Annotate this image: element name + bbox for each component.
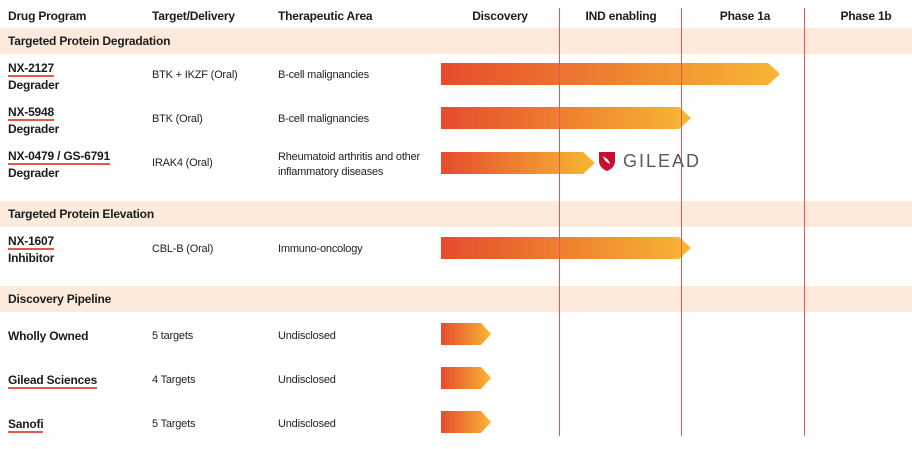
program-type: Inhibitor xyxy=(8,251,55,265)
program-area: Undisclosed xyxy=(278,330,336,342)
stage-divider-phase-1b xyxy=(804,8,805,436)
program-targets: 5 Targets xyxy=(152,418,196,430)
section-label: Discovery Pipeline xyxy=(8,292,112,306)
section-label: Targeted Protein Elevation xyxy=(8,207,154,221)
program-name: Sanofi xyxy=(8,417,44,433)
discovery-row: Wholly Owned 5 targets Undisclosed xyxy=(0,328,912,350)
gilead-logo: GILEAD xyxy=(598,150,701,172)
program-target: CBL-B (Oral) xyxy=(152,243,214,255)
program-name: NX-0479 / GS-6791 Degrader xyxy=(8,149,110,180)
header-therapeutic-area: Therapeutic Area xyxy=(278,9,373,23)
program-targets: 4 Targets xyxy=(152,374,196,386)
program-area: B-cell malignancies xyxy=(278,69,369,81)
program-row: NX-0479 / GS-6791 Degrader IRAK4 (Oral) … xyxy=(0,148,912,182)
discovery-row: Sanofi 5 Targets Undisclosed xyxy=(0,416,912,438)
progress-bar-sanofi xyxy=(441,411,491,433)
header-ind-enabling: IND enabling xyxy=(585,9,657,23)
progress-bar-nx-1607 xyxy=(441,237,691,259)
program-row: NX-1607 Inhibitor CBL-B (Oral) Immuno-on… xyxy=(0,233,912,267)
program-area: Rheumatoid arthritis and other inflammat… xyxy=(278,151,420,178)
program-area: Immuno-oncology xyxy=(278,243,363,255)
section-tpe: Targeted Protein Elevation xyxy=(0,201,912,227)
gilead-shield-icon xyxy=(599,152,615,171)
header-discovery: Discovery xyxy=(472,9,528,23)
program-name: Wholly Owned xyxy=(8,329,89,343)
program-name: Gilead Sciences xyxy=(8,373,98,389)
progress-bar-wholly-owned xyxy=(441,323,491,345)
program-name: NX-5948 Degrader xyxy=(8,105,60,136)
stage-divider-phase-1a xyxy=(681,8,682,436)
discovery-row: Gilead Sciences 4 Targets Undisclosed xyxy=(0,372,912,394)
header-phase-1a: Phase 1a xyxy=(719,9,771,23)
stage-divider-ind xyxy=(559,8,560,436)
program-type: Degrader xyxy=(8,122,60,136)
program-target: BTK (Oral) xyxy=(152,113,203,125)
section-label: Targeted Protein Degradation xyxy=(8,34,171,48)
program-target: IRAK4 (Oral) xyxy=(152,157,213,169)
program-name: NX-2127 Degrader xyxy=(8,61,60,92)
header-phase-1b: Phase 1b xyxy=(840,9,892,23)
program-row: NX-2127 Degrader BTK + IKZF (Oral) B-cel… xyxy=(0,60,912,94)
gilead-partner: GILEAD xyxy=(623,150,702,171)
program-area: B-cell malignancies xyxy=(278,113,369,125)
program-targets: 5 targets xyxy=(152,330,194,342)
header-drug-program: Drug Program xyxy=(8,9,87,23)
program-row: NX-5948 Degrader BTK (Oral) B-cell malig… xyxy=(0,104,912,138)
program-type: Degrader xyxy=(8,78,60,92)
progress-bar-nx-2127 xyxy=(441,63,780,85)
progress-bar-nx-0479 xyxy=(441,152,595,174)
program-target: BTK + IKZF (Oral) xyxy=(152,69,238,81)
header-target-delivery: Target/Delivery xyxy=(152,9,235,23)
program-type: Degrader xyxy=(8,166,60,180)
program-name: NX-1607 Inhibitor xyxy=(8,234,55,265)
program-area: Undisclosed xyxy=(278,418,336,430)
program-area: Undisclosed xyxy=(278,374,336,386)
section-discovery-pipeline: Discovery Pipeline xyxy=(0,286,912,312)
progress-bar-gilead-sciences xyxy=(441,367,491,389)
progress-bar-nx-5948 xyxy=(441,107,691,129)
section-tpd: Targeted Protein Degradation xyxy=(0,28,912,54)
